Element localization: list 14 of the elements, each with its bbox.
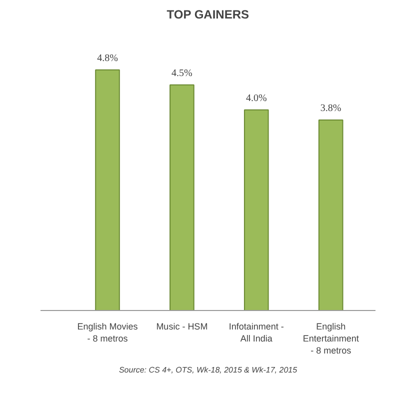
- x-tick-label: English Entertainment - 8 metros: [302, 322, 360, 356]
- chart-title: TOP GAINERS: [166, 8, 250, 22]
- source-note: Source: CS 4+, OTS, Wk-18, 2015 & Wk-17, 2015: [118, 366, 298, 374]
- x-tick-label: Music - HSM: [156, 322, 208, 332]
- data-label: 4.5%: [172, 68, 192, 79]
- bar: [95, 69, 120, 310]
- bar: [170, 84, 194, 310]
- data-label: 3.8%: [320, 102, 342, 114]
- bar: [318, 119, 344, 310]
- x-tick-label: Infotainment - All India: [228, 322, 284, 344]
- data-label: 4.8%: [97, 52, 118, 64]
- data-label: 4.0%: [246, 92, 267, 104]
- x-tick-label: English Movies - 8 metros: [77, 322, 138, 344]
- bar: [244, 109, 269, 310]
